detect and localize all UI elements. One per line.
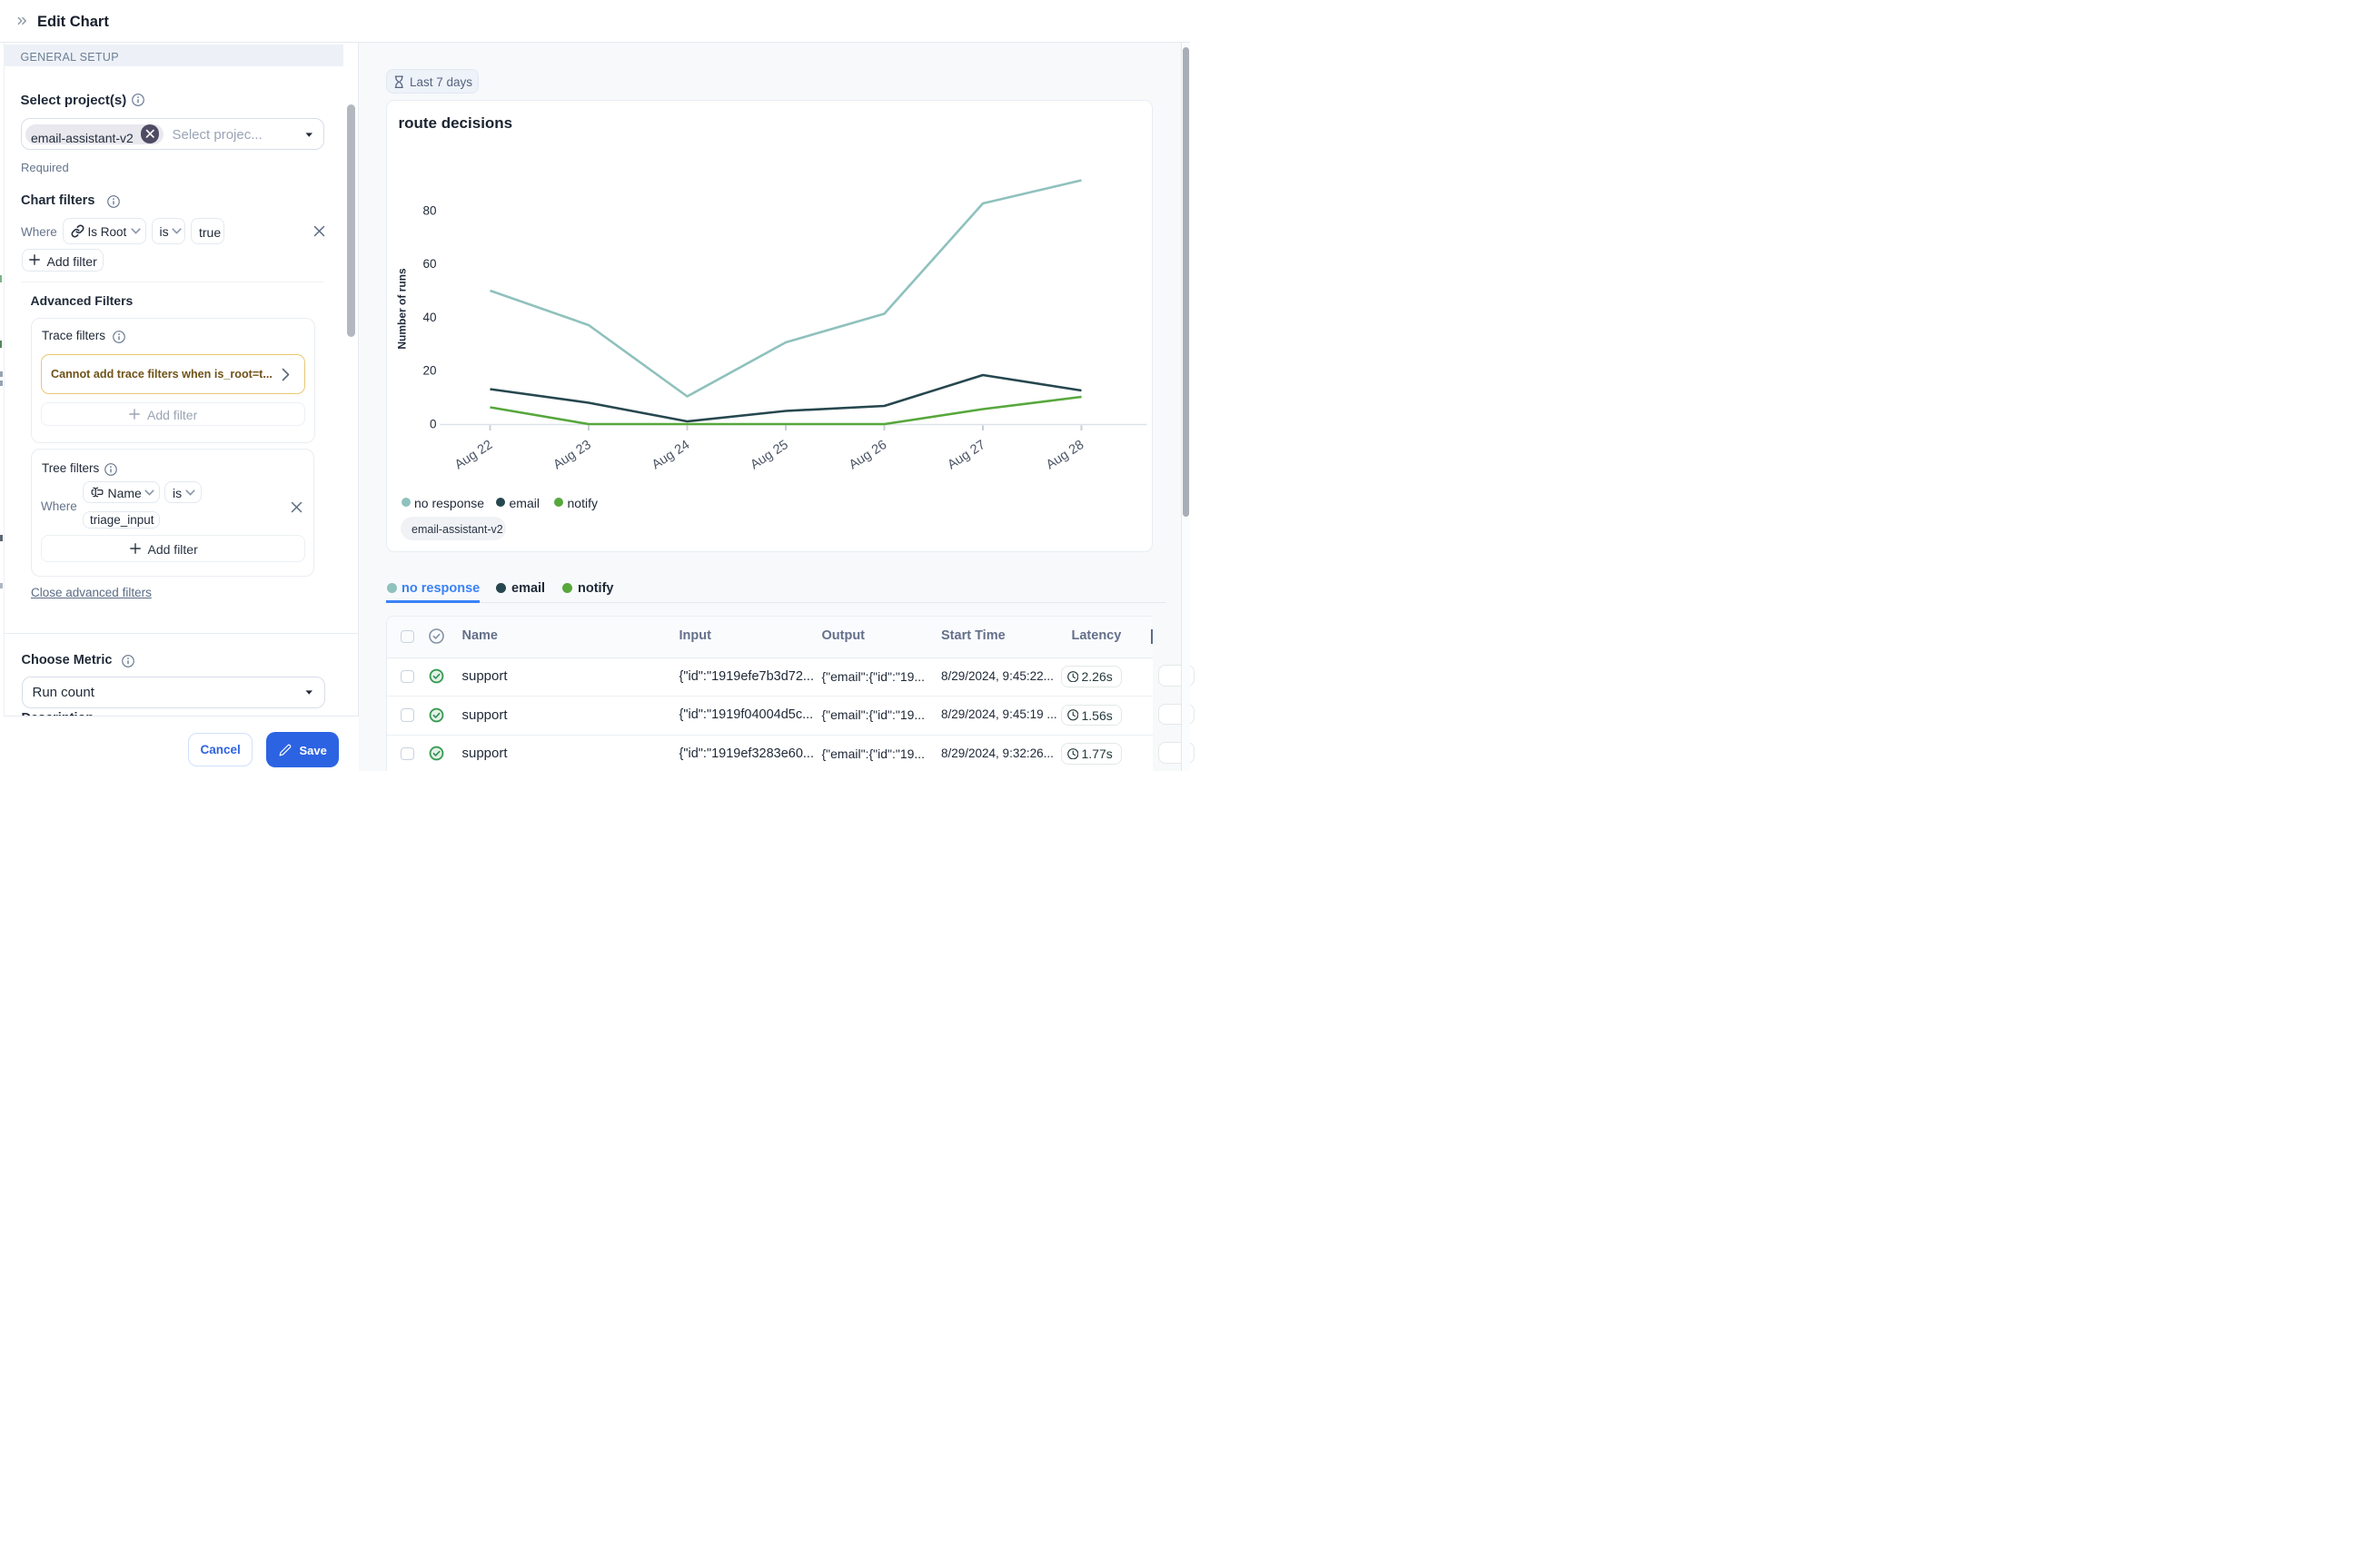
svg-text:Aug 25: Aug 25 — [748, 438, 790, 472]
svg-text:Aug 23: Aug 23 — [550, 438, 593, 472]
svg-text:Aug 26: Aug 26 — [846, 438, 888, 472]
svg-text:Aug 28: Aug 28 — [1043, 438, 1086, 472]
svg-text:Aug 27: Aug 27 — [945, 438, 987, 472]
svg-text:60: 60 — [422, 257, 436, 271]
svg-text:40: 40 — [422, 311, 436, 324]
svg-text:80: 80 — [422, 204, 436, 218]
svg-text:Aug 24: Aug 24 — [649, 438, 691, 472]
svg-text:Aug 22: Aug 22 — [451, 438, 494, 472]
svg-text:0: 0 — [429, 418, 436, 431]
svg-text:Number of runs: Number of runs — [395, 268, 408, 350]
svg-text:20: 20 — [422, 364, 436, 378]
